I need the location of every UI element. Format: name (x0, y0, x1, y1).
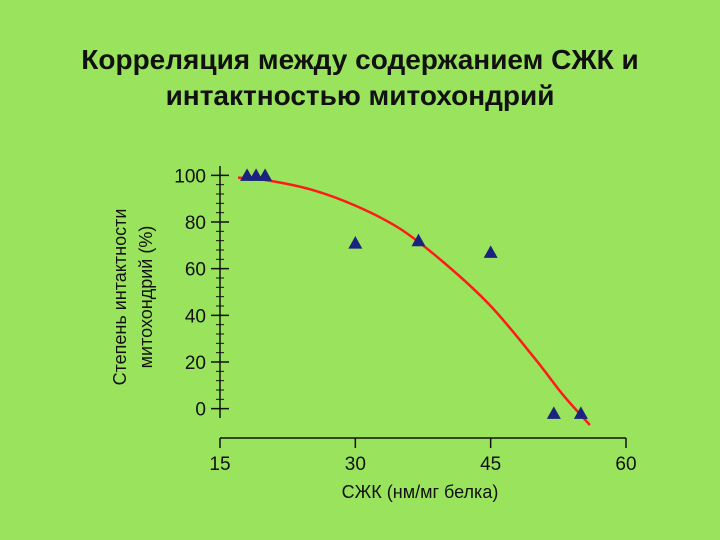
x-axis: 15 30 45 60 (209, 437, 637, 475)
y-tick-label: 80 (185, 213, 206, 234)
y-tick-label: 100 (174, 166, 206, 187)
data-point-triangle (573, 406, 588, 419)
y-axis-title-line-2: митохондрий (%) (136, 226, 156, 369)
data-points (240, 168, 588, 419)
slide-title-line-1: Корреляция между содержанием СЖК и (81, 44, 639, 75)
y-tick-label: 40 (185, 306, 206, 327)
trend-line-group (237, 176, 591, 426)
x-tick-label: 60 (615, 454, 636, 475)
x-tick-label: 45 (480, 454, 501, 475)
x-axis-title: СЖК (нм/мг белка) (342, 482, 499, 502)
y-tick-label: 20 (185, 353, 206, 374)
y-axis: 0 20 40 60 80 100 (174, 166, 229, 421)
data-point-triangle (249, 168, 264, 181)
data-point-triangle (258, 168, 273, 181)
x-tick-label: 15 (209, 454, 230, 475)
x-tick-label: 30 (345, 454, 366, 475)
y-axis-title-line-1: Степень интактности (110, 209, 130, 386)
data-point-triangle (483, 245, 498, 258)
y-tick-label: 0 (195, 400, 206, 421)
slide-title-line-2: интактностью митохондрий (165, 80, 555, 111)
data-point-triangle (546, 406, 561, 419)
data-point-triangle (348, 236, 363, 249)
trend-line (237, 176, 591, 426)
data-point-triangle (240, 168, 255, 181)
y-tick-label: 60 (185, 260, 206, 281)
data-point-triangle (411, 233, 426, 247)
